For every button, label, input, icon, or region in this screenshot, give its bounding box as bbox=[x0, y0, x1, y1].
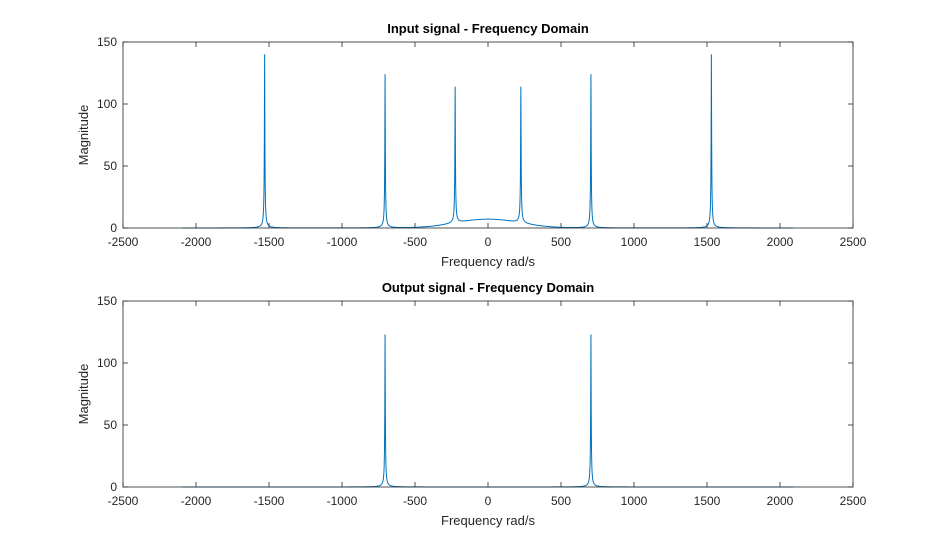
x-axis-label: Frequency rad/s bbox=[441, 254, 535, 269]
subplot-1: -2500 -2000 -1500 -1000 -500 0 500 1000 1500 2000… bbox=[76, 21, 867, 269]
x-axis-label: Frequency rad/s bbox=[441, 513, 535, 528]
x-tick-label: -1000 bbox=[327, 235, 358, 249]
y-tick-label: 50 bbox=[104, 159, 118, 173]
x-tick-label: -1000 bbox=[327, 494, 358, 508]
x-tick-label: 1000 bbox=[621, 494, 648, 508]
x-tick-label: -1500 bbox=[254, 235, 285, 249]
plot-area bbox=[123, 42, 853, 228]
y-tick-label: 0 bbox=[110, 480, 117, 494]
x-tick-label: -1500 bbox=[254, 494, 285, 508]
y-tick-label: 50 bbox=[104, 418, 118, 432]
x-tick-label: -2500 bbox=[108, 235, 139, 249]
y-tick-label: 100 bbox=[97, 356, 117, 370]
x-tick-label: 0 bbox=[485, 494, 492, 508]
y-axis-label: Magnitude bbox=[76, 105, 91, 166]
plot-area bbox=[123, 301, 853, 487]
x-tick-label: -2000 bbox=[181, 494, 212, 508]
x-tick-label: 1500 bbox=[694, 494, 721, 508]
x-tick-label: -2500 bbox=[108, 494, 139, 508]
x-tick-label: 2500 bbox=[840, 235, 867, 249]
y-tick-label: 150 bbox=[97, 35, 117, 49]
x-tick-label: 500 bbox=[551, 494, 571, 508]
x-tick-label: 2000 bbox=[767, 235, 794, 249]
x-tick-label: 1500 bbox=[694, 235, 721, 249]
x-tick-label: 2000 bbox=[767, 494, 794, 508]
chart-title: Output signal - Frequency Domain bbox=[382, 280, 594, 295]
x-tick-label: 1000 bbox=[621, 235, 648, 249]
y-tick-label: 150 bbox=[97, 294, 117, 308]
chart-title: Input signal - Frequency Domain bbox=[387, 21, 589, 36]
x-tick-label: 2500 bbox=[840, 494, 867, 508]
x-tick-label: 500 bbox=[551, 235, 571, 249]
y-tick-label: 100 bbox=[97, 97, 117, 111]
x-tick-label: -2000 bbox=[181, 235, 212, 249]
y-tick-label: 0 bbox=[110, 221, 117, 235]
x-tick-label: -500 bbox=[403, 494, 427, 508]
x-tick-label: -500 bbox=[403, 235, 427, 249]
x-tick-label: 0 bbox=[485, 235, 492, 249]
subplot-2: -2500 -2000 -1500 -1000 -500 0 500 1000 1500 2000… bbox=[76, 280, 867, 528]
y-axis-label: Magnitude bbox=[76, 364, 91, 425]
